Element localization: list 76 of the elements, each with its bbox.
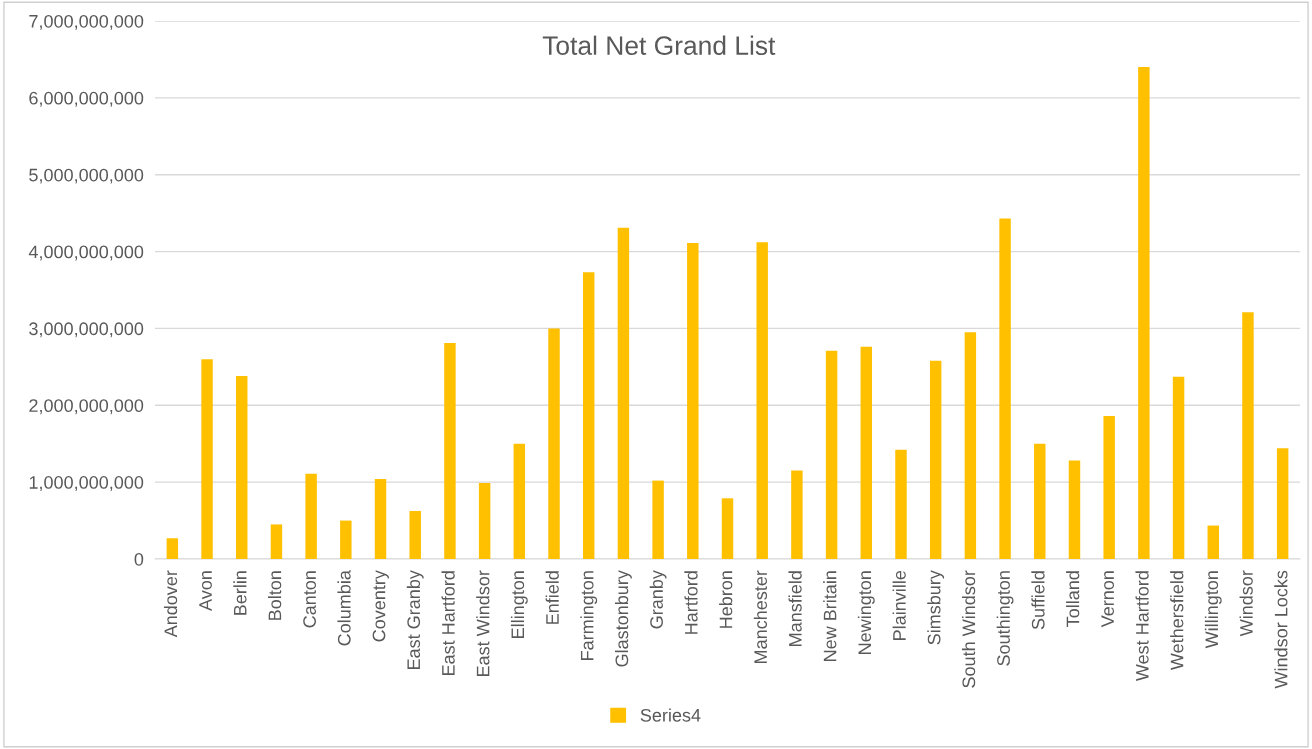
x-tick-label: Hebron [719, 571, 733, 628]
bar [929, 360, 942, 559]
y-tick-label: 4,000,000,000 [28, 245, 144, 261]
y-tick-label: 1,000,000,000 [29, 476, 144, 491]
x-tick-label: East Granby [406, 570, 424, 669]
x-tick-label: Enfield [545, 571, 559, 624]
bar [652, 480, 664, 559]
chart-title: Total Net Grand List [542, 35, 776, 55]
x-tick-label: Suffield [1031, 571, 1045, 630]
bar [305, 473, 317, 559]
bar [236, 376, 248, 559]
bar [1103, 416, 1115, 559]
y-tick-label: 6,000,000,000 [29, 91, 144, 107]
bar [409, 510, 421, 559]
x-tick-label: Hartford [684, 571, 698, 634]
y-tick-label: 5,000,000,000 [29, 168, 144, 184]
bar [270, 524, 283, 559]
x-tick-label: East Hartford [441, 571, 455, 675]
bar [756, 242, 768, 559]
bar [1034, 443, 1046, 559]
bar [478, 482, 491, 559]
y-tick-label: 7,000,000,000 [29, 14, 144, 30]
bar [201, 359, 213, 559]
bar [374, 479, 387, 559]
bar [1242, 312, 1254, 559]
bar [166, 538, 179, 559]
x-tick-label: Berlin [233, 571, 247, 615]
bar [340, 520, 352, 559]
x-tick-label: Avon [199, 571, 212, 611]
x-tick-label: Granby [649, 570, 667, 629]
x-tick-label: South Windsor [961, 570, 976, 688]
bar [860, 346, 873, 559]
bar [444, 343, 456, 559]
bar [1276, 448, 1289, 559]
bar [1172, 376, 1185, 559]
x-tick-label: Canton [303, 571, 316, 628]
y-tick-label: 0 [134, 552, 144, 566]
x-tick-label: Columbia [337, 570, 351, 646]
x-tick-label: Plainville [892, 570, 906, 640]
bar [1207, 525, 1219, 559]
x-tick-label: Ellington [510, 571, 528, 638]
x-tick-label: Vernon [1101, 571, 1115, 628]
x-tick-label: Tolland [1066, 571, 1080, 627]
bar [895, 449, 907, 559]
x-tick-label: West Hartford [1135, 571, 1149, 682]
x-tick-label: Coventry [372, 570, 389, 642]
x-tick-label: Newington [857, 571, 875, 654]
x-tick-label: Windsor [1239, 570, 1253, 637]
bar [687, 243, 699, 559]
x-tick-label: Willington [1204, 571, 1222, 649]
bar [582, 272, 595, 559]
legend-label: Series4 [640, 708, 701, 722]
x-tick-label: Bolton [268, 571, 282, 620]
x-tick-label: Andover [163, 570, 178, 638]
bar [1138, 67, 1150, 559]
bar [513, 443, 526, 559]
y-tick-label: 3,000,000,000 [29, 322, 144, 338]
y-tick-label: 2,000,000,000 [29, 399, 144, 415]
x-tick-label: Simsbury [927, 570, 945, 645]
bar [721, 498, 734, 559]
bar [1068, 460, 1081, 559]
x-tick-label: Manchester [753, 570, 768, 663]
x-tick-label: Windsor Locks [1274, 570, 1288, 689]
x-tick-label: Southington [996, 571, 1014, 666]
x-tick-label: Wethersfield [1170, 571, 1184, 671]
bar [964, 332, 977, 559]
bar [791, 470, 803, 559]
x-tick-label: Glastonbury [614, 570, 632, 667]
x-tick-label: East Windsor [476, 570, 490, 676]
x-tick-label: Farmington [580, 571, 598, 660]
x-tick-label: Mansfield [788, 571, 802, 646]
bar [825, 350, 838, 559]
x-tick-label: New Britain [823, 571, 837, 661]
bar [617, 227, 630, 559]
bar [548, 328, 560, 559]
bar [999, 218, 1011, 559]
